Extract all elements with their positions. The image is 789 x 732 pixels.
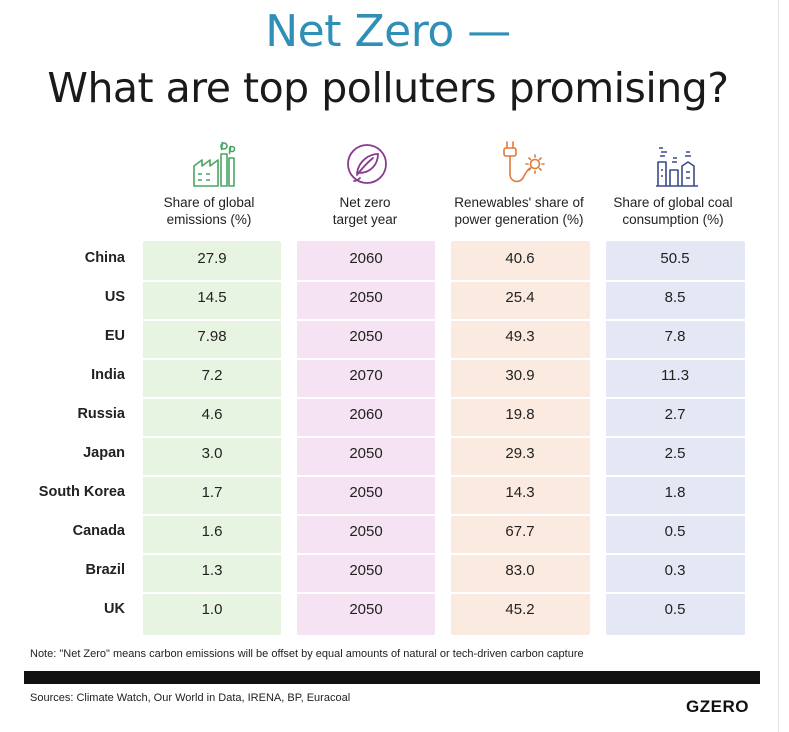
table-cell: 2050: [349, 601, 383, 618]
col-header-emissions-line1: Share of global: [163, 195, 255, 210]
row-label-japan: Japan: [83, 445, 125, 461]
col-header-net-zero-line2: target year: [332, 212, 398, 227]
table-cell: 49.3: [505, 328, 535, 345]
row-label-us: US: [104, 289, 125, 305]
table-cell: 1.7: [201, 484, 223, 501]
table-cell: 1.8: [664, 484, 686, 501]
row-separator: [143, 514, 745, 516]
col-header-net-zero-line1: Net zero: [339, 195, 391, 210]
row-separator: [143, 553, 745, 555]
table-cell: 11.3: [660, 367, 690, 384]
table-cell: 2050: [349, 289, 383, 306]
col-header-coal: Share of global coal consumption (%): [598, 194, 748, 228]
col-header-renewables: Renewables' share of power generation (%…: [444, 194, 594, 228]
row-separator: [143, 397, 745, 399]
table-cell: 27.9: [197, 250, 227, 267]
row-separator: [143, 592, 745, 594]
footer-bar: [24, 671, 760, 684]
table-cell: 0.5: [664, 523, 686, 540]
row-label-india: India: [91, 367, 125, 383]
table-cell: 2.7: [664, 406, 686, 423]
table-cell: 7.2: [201, 367, 223, 384]
row-separator: [143, 475, 745, 477]
table-cell: 2060: [349, 406, 383, 423]
title-line-2: What are top polluters promising?: [47, 64, 729, 112]
title-line-1: Net Zero —: [265, 6, 511, 57]
table-cell: 40.6: [505, 250, 535, 267]
table-cell: 14.5: [197, 289, 227, 306]
page-edge-divider: [778, 0, 779, 732]
table-cell: 50.5: [660, 250, 690, 267]
col-header-renewables-line1: Renewables' share of: [454, 195, 584, 210]
row-separator: [143, 358, 745, 360]
row-label-canada: Canada: [72, 523, 125, 539]
table-cell: 0.5: [664, 601, 686, 618]
row-label-russia: Russia: [77, 406, 125, 422]
table-cell: 2050: [349, 523, 383, 540]
table-cell: 2070: [349, 367, 383, 384]
table-cell: 2050: [349, 445, 383, 462]
row-label-brazil: Brazil: [85, 562, 126, 578]
leaf-circle-icon: [347, 144, 387, 184]
table-cell: 2.5: [664, 445, 686, 462]
table-cell: 1.0: [201, 601, 223, 618]
row-separator: [143, 319, 745, 321]
col-header-net-zero: Net zero target year: [290, 194, 440, 228]
table-cell: 25.4: [505, 289, 535, 306]
table-cell: 1.3: [201, 562, 223, 579]
gzero-logo: GZERO: [686, 697, 749, 716]
table-cell: 1.6: [201, 523, 223, 540]
table-cell: 2050: [349, 328, 383, 345]
row-label-uk: UK: [104, 601, 125, 617]
factory-icon: [193, 141, 236, 187]
table-cell: 8.5: [664, 289, 686, 306]
table-cell: 67.7: [505, 523, 535, 540]
col-bg-net-zero: [297, 241, 435, 635]
table-cell: 2050: [349, 562, 383, 579]
col-header-renewables-line2: power generation (%): [454, 212, 584, 227]
table-cell: 19.8: [505, 406, 535, 423]
row-separator: [143, 436, 745, 438]
table-cell: 0.3: [664, 562, 686, 579]
power-plant-icon: [656, 147, 698, 187]
col-bg-emissions: [143, 241, 281, 635]
table-cell: 7.8: [664, 328, 686, 345]
col-header-emissions-line2: emissions (%): [166, 212, 252, 227]
sources: Sources: Climate Watch, Our World in Dat…: [30, 692, 351, 704]
table-cell: 14.3: [505, 484, 535, 501]
row-label-china: China: [84, 250, 125, 266]
footnote: Note: "Net Zero" means carbon emissions …: [30, 648, 584, 660]
table-cell: 3.0: [201, 445, 223, 462]
table-cell: 2060: [349, 250, 383, 267]
row-separator: [143, 280, 745, 282]
table-cell: 83.0: [505, 562, 535, 579]
table-cell: 30.9: [505, 367, 535, 384]
table-cell: 7.98: [197, 328, 227, 345]
table-cell: 4.6: [201, 406, 223, 423]
col-header-coal-line2: consumption (%): [622, 212, 724, 227]
table-cell: 29.3: [505, 445, 535, 462]
col-bg-coal: [606, 241, 745, 635]
table-cell: 2050: [349, 484, 383, 501]
plug-sun-icon: [503, 141, 545, 183]
col-bg-renewables: [451, 241, 590, 635]
row-label-south-korea: South Korea: [38, 484, 125, 500]
col-header-emissions: Share of global emissions (%): [134, 194, 284, 228]
col-header-coal-line1: Share of global coal: [613, 195, 733, 210]
row-label-eu: EU: [104, 328, 125, 344]
table-cell: 45.2: [505, 601, 535, 618]
